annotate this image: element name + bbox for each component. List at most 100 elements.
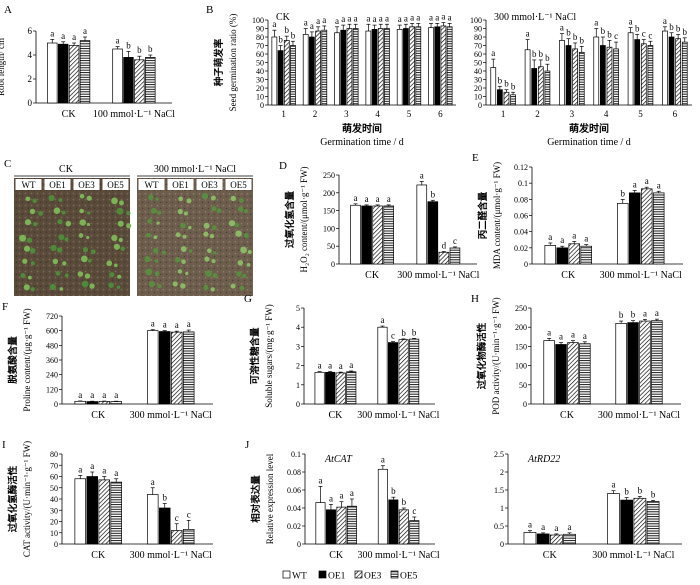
- seedling: [48, 194, 55, 202]
- significance-letter: b: [601, 26, 606, 36]
- photo-left-heading: CK: [59, 164, 74, 175]
- y-tick-label: 30: [50, 506, 58, 515]
- y-label-en: Seed germination ratio (%): [228, 14, 238, 112]
- bar-oe5: [646, 501, 660, 545]
- seedling: [26, 237, 33, 243]
- seedling: [148, 281, 156, 288]
- y-tick-label: 0: [28, 98, 33, 108]
- bar-wt: [559, 40, 565, 106]
- y-tick-label: 0: [297, 540, 301, 549]
- bar-wt: [524, 49, 531, 106]
- bar-oe3: [68, 45, 80, 104]
- y-tick-label: 2: [28, 74, 33, 84]
- significance-letter: a: [645, 176, 649, 186]
- y-tick-label: 0.06: [514, 212, 528, 221]
- legend-swatch-oe1: [318, 570, 327, 579]
- significance-letter: a: [611, 480, 615, 490]
- significance-letter: c: [412, 506, 416, 516]
- y-tick-label: 100: [515, 362, 527, 371]
- seedling: [24, 219, 32, 226]
- x-group-label: 1: [501, 109, 506, 119]
- seedling: [56, 247, 63, 253]
- bar-wt: [350, 204, 361, 265]
- photo-col-label-bg: [138, 179, 165, 190]
- bar-wt: [365, 30, 372, 106]
- chart-title: AtCAT: [324, 454, 353, 465]
- significance-letter: a: [90, 461, 94, 471]
- bar-oe5: [110, 401, 122, 405]
- y-label-en: Relative expression level: [265, 453, 275, 544]
- x-group-label: 300 mmol·L⁻¹ NaCl: [600, 270, 682, 281]
- significance-letter: b: [137, 45, 142, 55]
- y-label-en: Soluble sugars/(mg·g⁻¹ FW): [264, 304, 274, 407]
- seedling: [58, 198, 63, 203]
- bar-oe3: [568, 243, 580, 265]
- seedling: [111, 197, 118, 205]
- photo-col-label: WT: [145, 180, 159, 190]
- y-tick-label: 50: [50, 484, 58, 493]
- chart-title: CK: [276, 12, 291, 23]
- significance-letter: a: [410, 12, 414, 22]
- y-tick-label: 240: [46, 371, 58, 380]
- significance-letter: b: [532, 49, 537, 59]
- bar-oe5: [651, 320, 663, 405]
- x-group-label: CK: [365, 270, 380, 281]
- seedling: [148, 194, 154, 200]
- bar-oe3: [440, 25, 447, 106]
- seedling: [230, 283, 236, 289]
- bar-wt: [416, 184, 428, 265]
- bar-oe5: [182, 529, 195, 545]
- seedling: [79, 193, 85, 199]
- y-tick-label: 1: [500, 504, 504, 513]
- y-label-cn: 过氧化氢酶活性: [7, 465, 19, 532]
- seedling: [157, 210, 162, 215]
- seedling: [183, 211, 188, 216]
- significance-letter: a: [318, 361, 322, 371]
- bar-oe1: [123, 57, 134, 104]
- significance-letter: c: [175, 513, 179, 523]
- x-group-label: 300 mmol·L⁻¹ NaCl: [357, 410, 439, 421]
- panel-letter: J: [245, 439, 250, 451]
- significance-letter: c: [648, 30, 652, 40]
- seedling: [27, 275, 32, 280]
- seedling: [243, 208, 249, 214]
- photo-col-label: OE5: [107, 180, 124, 190]
- y-label-en: CAT activity/(U·min⁻¹·g⁻¹ FW): [22, 441, 32, 557]
- y-tick-label: 0.5: [494, 522, 504, 531]
- x-label-en: Germination time / d: [320, 137, 404, 148]
- chart-i: 0 10 20 30 40 50 60 70 80 I 过氧化氢酶活性 CAT activity/(U…: [2, 439, 213, 561]
- y-tick-label: 80: [256, 33, 264, 42]
- seedling: [247, 249, 252, 255]
- y-tick-label: 60: [50, 473, 58, 482]
- photo-col-label: OE1: [49, 180, 66, 190]
- y-tick-label: 0.04: [287, 504, 301, 513]
- seedling: [116, 207, 124, 215]
- bar-oe1: [531, 68, 538, 106]
- x-group-label: 1: [281, 109, 286, 119]
- photo-right-heading: 300 mmol·L⁻¹ NaCl: [154, 164, 236, 175]
- significance-letter: b: [391, 486, 396, 496]
- seedling: [212, 250, 217, 255]
- bar-wt: [428, 27, 434, 106]
- bar-oe3: [639, 320, 651, 405]
- photo-col-label-bg: [102, 179, 129, 190]
- x-group-label: CK: [91, 410, 106, 421]
- seedling: [237, 260, 244, 266]
- y-tick-label: 2.5: [494, 450, 504, 459]
- seedling: [188, 249, 193, 253]
- seedling: [50, 244, 57, 252]
- bar-oe3: [134, 59, 145, 104]
- chart-e: 0 0.02 0.04 0.06 0.08 0.1 0.12 E 丙二醛含量 MDA conten…: [472, 152, 683, 281]
- significance-letter: a: [404, 13, 408, 23]
- seedling: [22, 258, 28, 264]
- seedling: [20, 273, 26, 279]
- bar-wt: [396, 29, 403, 106]
- significance-letter: a: [366, 13, 370, 23]
- bar-oe5: [352, 28, 359, 106]
- y-label-cn: 过氧化氢含量: [284, 191, 296, 249]
- seedling: [239, 285, 245, 291]
- significance-letter: b: [624, 487, 629, 497]
- bar-oe3: [170, 530, 183, 545]
- bar-oe1: [668, 36, 675, 106]
- bar-oe3: [550, 534, 563, 545]
